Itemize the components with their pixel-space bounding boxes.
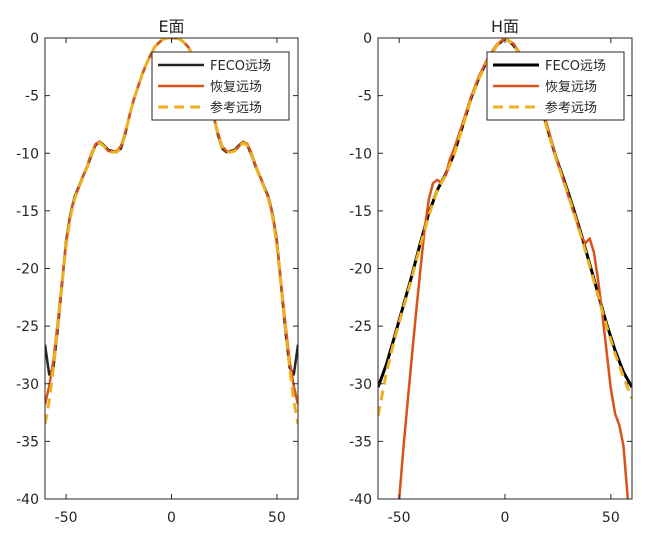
h-plane-legend-label: 参考远场	[545, 100, 597, 116]
e-plane-chart: E面 0 -5 -10 -15 -20 -25 -30 -35 -40 -50 0 50 FECO远场恢复…	[16, 17, 299, 526]
h-plane-ytick-label: 0	[363, 31, 372, 47]
e-plane-legend-label: 恢复远场	[210, 80, 262, 95]
e-plane-ytick-label: -30	[16, 377, 39, 393]
e-plane-series-reference-line	[45, 38, 298, 425]
h-plane-ytick-label: -40	[349, 492, 372, 508]
e-plane-ytick-label: -25	[16, 319, 39, 335]
e-plane-ytick-label: -20	[16, 262, 39, 278]
e-plane-xtick-label: 0	[167, 510, 176, 526]
e-plane-title: E面	[158, 17, 184, 36]
h-plane-ytick-label: -30	[349, 377, 372, 393]
e-plane-ytick-label: -35	[16, 434, 39, 450]
h-plane-legend-label: 恢复远场	[545, 80, 597, 95]
h-plane-ytick-label: -20	[349, 262, 372, 278]
h-plane-title: H面	[491, 17, 519, 36]
h-plane-xtick-label: -50	[388, 510, 411, 526]
h-plane-series-reference-line	[378, 38, 632, 417]
h-plane-series-recovered-line	[397, 38, 630, 499]
e-plane-legend-label: FECO远场	[210, 59, 271, 74]
h-plane-legend-label: FECO远场	[545, 59, 606, 74]
e-plane-xtick-label: 50	[268, 510, 286, 526]
e-plane-ytick-label: -10	[16, 146, 39, 162]
h-plane-ytick-label: -25	[349, 319, 372, 335]
h-plane-xtick-label: 0	[501, 510, 510, 526]
e-plane-ytick-label: -15	[16, 204, 39, 220]
e-plane-ytick-label: -5	[25, 89, 39, 105]
h-plane-ytick-label: -5	[358, 89, 372, 105]
e-plane-ytick-label: 0	[30, 31, 39, 47]
h-plane-chart: H面 0 -5 -10 -15 -20 -25 -30 -35 -40 -50 0 50 FECO远场恢复…	[349, 17, 633, 526]
e-plane-xtick-label: -50	[55, 510, 78, 526]
e-plane-legend-label: 参考远场	[210, 100, 262, 116]
e-plane-ytick-label: -40	[16, 492, 39, 508]
h-plane-ytick-label: -10	[349, 146, 372, 162]
h-plane-xtick-label: 50	[602, 510, 620, 526]
h-plane-ytick-label: -35	[349, 434, 372, 450]
h-plane-ytick-label: -15	[349, 204, 372, 220]
